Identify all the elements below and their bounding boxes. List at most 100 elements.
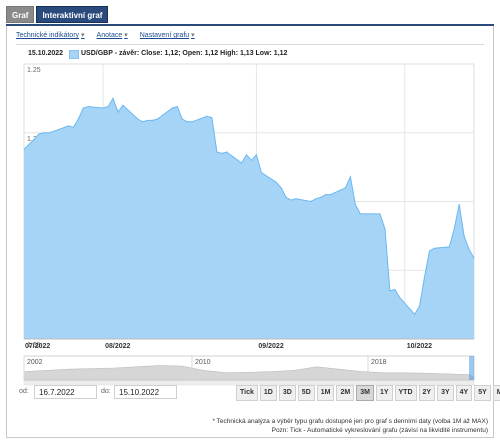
data-point — [122, 104, 124, 106]
data-point — [117, 111, 119, 113]
data-point — [473, 257, 475, 259]
data-point — [87, 106, 89, 108]
to-date-input[interactable]: 15.10.2022 — [114, 385, 177, 399]
chevron-down-icon: ▾ — [124, 32, 128, 39]
data-point — [241, 162, 243, 164]
tab-bar: Graf Interaktivní graf — [6, 6, 109, 23]
data-point — [448, 246, 450, 248]
x-tick-label: 09/2022 — [258, 343, 283, 350]
data-point — [216, 151, 218, 153]
x-tick-label: 07/2022 — [25, 343, 50, 350]
data-point — [384, 228, 386, 230]
menu-chart-settings[interactable]: Nastavení grafu ▾ — [140, 31, 195, 39]
data-point — [255, 154, 257, 156]
navigator-year-label: 2010 — [195, 359, 211, 366]
data-point — [325, 194, 327, 196]
data-point — [433, 247, 435, 249]
range-button-2y[interactable]: 2Y — [418, 385, 436, 401]
tab-interaktivni-graf[interactable]: Interaktivní graf — [36, 6, 109, 23]
range-button-tick[interactable]: Tick — [236, 385, 258, 401]
data-point — [394, 288, 396, 291]
range-button-5y[interactable]: 5Y — [474, 385, 491, 401]
data-point — [147, 119, 149, 121]
range-button-5d[interactable]: 5D — [297, 385, 315, 401]
navigator-silhouette — [23, 365, 475, 381]
data-point — [142, 121, 144, 123]
data-point — [53, 130, 55, 132]
data-point — [48, 132, 50, 134]
range-button-3y[interactable]: 3Y — [437, 385, 454, 401]
to-label: do: — [101, 388, 111, 395]
note-tick: Pozn: Tick - Automatické vykreslování gr… — [271, 427, 488, 434]
navigator-selection — [469, 356, 474, 380]
range-buttons: Tick1D3D5D1M2M3M1YYTD2Y3Y4Y5YMax — [236, 385, 500, 401]
data-point — [176, 106, 178, 108]
data-point — [191, 121, 193, 123]
data-point — [152, 119, 154, 121]
tab-graf[interactable]: Graf — [6, 6, 35, 23]
legend-date: 15.10.2022 — [28, 50, 64, 57]
data-point — [186, 121, 188, 123]
legend-text: USD/GBP - závěr: Close: 1,12; Open: 1,12… — [81, 50, 288, 57]
range-button-3d[interactable]: 3D — [278, 385, 296, 401]
range-button-max[interactable]: Max — [492, 385, 500, 401]
data-point — [399, 297, 401, 299]
chart-panel — [6, 26, 494, 438]
y-tick-label: 1.25 — [27, 67, 41, 74]
data-point — [245, 154, 248, 156]
data-point — [72, 126, 75, 128]
data-point — [171, 107, 173, 109]
navigator-year-label: 2002 — [27, 359, 43, 366]
range-button-3m[interactable]: 3M — [356, 385, 374, 401]
data-point — [33, 139, 35, 141]
range-button-4y[interactable]: 4Y — [455, 385, 473, 401]
data-point — [423, 276, 426, 278]
navigator-year-label: 2018 — [371, 359, 387, 366]
range-button-1d[interactable]: 1D — [259, 385, 277, 401]
data-point — [354, 203, 356, 205]
data-point — [364, 213, 366, 215]
data-point — [137, 118, 139, 120]
data-point — [419, 305, 421, 307]
data-point — [389, 290, 391, 292]
data-point — [211, 117, 213, 119]
data-point — [181, 118, 183, 120]
data-point — [428, 250, 431, 252]
data-point — [330, 194, 332, 196]
data-point — [468, 249, 470, 251]
range-button-ytd[interactable]: YTD — [394, 385, 417, 401]
data-point — [463, 235, 465, 237]
menu-annotations[interactable]: Anotace ▾ — [97, 31, 128, 39]
data-point — [458, 203, 460, 205]
data-point — [226, 151, 228, 153]
data-point — [43, 132, 45, 134]
chevron-down-icon: ▾ — [81, 32, 85, 39]
menu-divider — [16, 44, 484, 45]
data-point — [23, 148, 25, 150]
range-button-1m[interactable]: 1M — [316, 385, 335, 401]
data-point — [320, 196, 322, 198]
data-point — [156, 118, 159, 120]
range-button-1y[interactable]: 1Y — [375, 385, 393, 401]
menu-annotations-label: Anotace — [96, 32, 123, 39]
menu-technical-indicators[interactable]: Technické indikátory ▾ — [16, 31, 85, 39]
menu-technical-indicators-label: Technické indikátory — [16, 32, 80, 39]
data-point — [310, 200, 312, 203]
data-point — [280, 187, 282, 189]
data-point — [453, 228, 455, 230]
menu-chart-settings-label: Nastavení grafu — [139, 32, 190, 39]
from-label: od: — [19, 388, 29, 395]
data-point — [102, 107, 104, 109]
from-date-input[interactable]: 16.7.2022 — [34, 385, 97, 399]
data-point — [275, 181, 277, 183]
data-point — [359, 213, 361, 215]
data-point — [315, 198, 317, 200]
data-point — [285, 196, 287, 198]
data-point — [112, 97, 114, 99]
x-tick-label: 08/2022 — [105, 343, 130, 350]
range-button-2m[interactable]: 2M — [336, 385, 355, 401]
data-point — [260, 172, 262, 174]
y-tick-label: 1.05 — [27, 342, 41, 349]
data-point — [414, 313, 416, 315]
